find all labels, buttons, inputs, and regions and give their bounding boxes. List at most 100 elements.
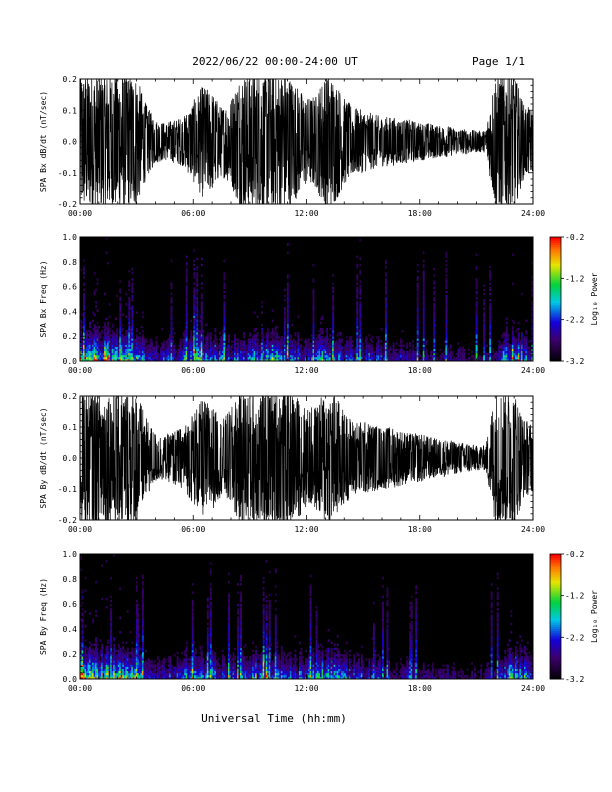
spectrogram-cell: [160, 346, 162, 349]
spectrogram-cell: [114, 346, 117, 349]
spectrogram-cell: [163, 672, 165, 676]
spectrogram-cell: [80, 346, 82, 349]
spectrogram-cell: [221, 356, 224, 360]
spectrogram-cell: [135, 645, 138, 649]
spectrogram-cell: [143, 672, 146, 676]
spectrogram-cell: [95, 358, 98, 361]
spectrogram-cell: [196, 257, 199, 261]
spectrogram-cell: [98, 354, 101, 358]
spectrogram-cell: [279, 340, 282, 343]
colorbar-tick-label: -0.2: [565, 233, 584, 242]
spectrogram-cell: [98, 672, 101, 676]
spectrogram-cell: [169, 356, 171, 360]
spectrogram-cell: [122, 674, 125, 678]
spectrogram-cell: [92, 658, 94, 661]
spectrogram-cell: [141, 637, 144, 640]
spectrogram-cell: [243, 358, 245, 361]
spectrogram-cell: [173, 668, 176, 672]
spectrogram-cell: [531, 307, 533, 310]
spectrogram-cell: [163, 340, 165, 343]
spectrogram-cell: [508, 350, 511, 354]
spectrogram-cell: [351, 348, 354, 352]
spectrogram-cell: [422, 265, 425, 269]
spectrogram-cell: [167, 672, 170, 676]
spectrogram-cell: [283, 317, 286, 321]
spectrogram-cell: [264, 346, 267, 349]
spectrogram-cell: [391, 358, 393, 361]
spectrogram-cell: [116, 658, 119, 661]
spectrogram-cell: [193, 330, 196, 333]
spectrogram-cell: [105, 346, 108, 349]
spectrogram-cell: [131, 658, 134, 661]
spectrogram-cell: [244, 344, 247, 347]
spectrogram-cell: [143, 346, 146, 349]
colorbar-segment: [550, 313, 561, 317]
spectrogram-cell: [348, 348, 351, 352]
spectrogram-cell: [134, 354, 137, 358]
spectrogram-cell: [487, 358, 490, 361]
spectrogram-cell: [135, 606, 138, 609]
spectrogram-cell: [164, 668, 167, 672]
spectrogram-cell: [504, 356, 507, 360]
spectrogram-cell: [416, 309, 419, 312]
spectrogram-cell: [462, 350, 464, 354]
spectrogram-cell: [249, 350, 252, 354]
spectrogram-cell: [137, 656, 140, 659]
spectrogram-cell: [197, 344, 200, 347]
spectrogram-cell: [522, 352, 525, 356]
spectrogram-cell: [96, 674, 99, 678]
spectrogram-cell: [137, 668, 140, 672]
spectrogram-cell: [89, 350, 91, 354]
spectrogram-cell: [122, 340, 125, 343]
spectrogram-cell: [203, 346, 206, 349]
spectrogram-cell: [199, 330, 202, 333]
spectrogram-cell: [397, 358, 400, 361]
spectrogram-cell: [196, 290, 199, 294]
spectrogram-cell: [472, 354, 475, 358]
spectrogram-cell: [425, 342, 428, 345]
spectrogram-cell: [128, 288, 131, 292]
spectrogram-cell: [193, 332, 196, 335]
spectrogram-cell: [170, 284, 173, 287]
spectrogram-cell: [172, 674, 175, 678]
spectrogram-cell: [99, 674, 102, 678]
spectrogram-cell: [128, 284, 131, 287]
spectrogram-cell: [341, 340, 344, 343]
spectrogram-cell: [259, 344, 262, 347]
spectrogram-cell: [166, 668, 168, 672]
spectrogram-cell: [371, 354, 374, 358]
spectrogram-cell: [135, 576, 138, 580]
spectrogram-cell: [277, 358, 280, 361]
spectrogram-cell: [164, 660, 167, 663]
spectrogram-cell: [268, 356, 271, 360]
spectrogram-cell: [120, 338, 123, 341]
spectrogram-cell: [99, 356, 102, 360]
spectrogram-cell: [445, 290, 448, 294]
spectrogram-cell: [113, 660, 116, 663]
spectrogram-cell: [147, 668, 150, 672]
spectrogram-cell: [131, 299, 134, 302]
spectrogram-cell: [326, 356, 329, 360]
spectrogram-cell: [202, 338, 205, 341]
spectrogram-cell: [196, 303, 199, 306]
spectrogram-cell: [359, 239, 362, 242]
spectrogram-cell: [392, 346, 395, 349]
spectrogram-cell: [243, 340, 245, 343]
spectrogram-cell: [101, 597, 104, 601]
colorbar-segment: [550, 251, 561, 255]
spectrogram-cell: [131, 338, 134, 341]
spectrogram-cell: [86, 660, 88, 663]
spectrogram-cell: [116, 334, 119, 337]
spectrogram-cell: [200, 354, 203, 358]
spectrogram-cell: [386, 352, 389, 356]
spectrogram-cell: [224, 358, 227, 361]
spectrogram-cell: [326, 330, 329, 333]
spectrogram-cell: [261, 330, 264, 333]
spectrogram-cell: [197, 336, 200, 339]
spectrogram-cell: [443, 350, 446, 354]
spectrogram-cell: [83, 654, 85, 657]
spectrogram-cell: [300, 358, 303, 361]
spectrogram-cell: [347, 342, 350, 345]
spectrogram-cell: [483, 356, 486, 360]
spectrogram-cell: [137, 358, 140, 361]
